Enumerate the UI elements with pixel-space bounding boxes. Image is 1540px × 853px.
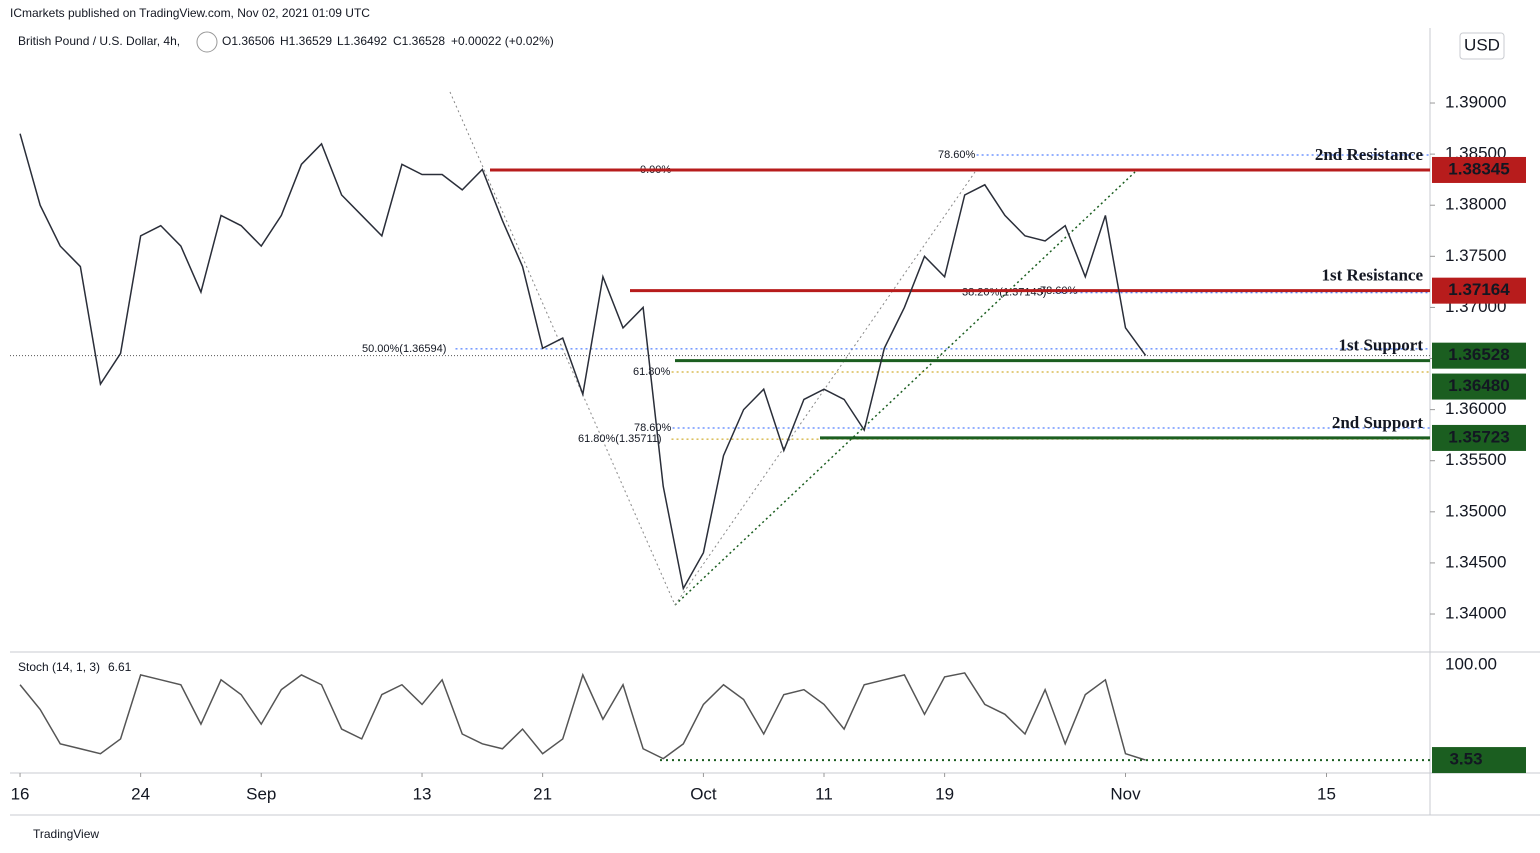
level-label: 2nd Resistance	[1315, 145, 1424, 164]
currency: USD	[1464, 35, 1500, 54]
price-tag	[1432, 342, 1526, 369]
price-tag-label: 1.36480	[1448, 376, 1509, 395]
price-line	[19, 133, 1147, 591]
fib-label: 61.80%	[633, 366, 671, 378]
y-tick-label: 1.35000	[1445, 501, 1506, 520]
icon[interactable]	[196, 31, 218, 53]
ohlc-change: +0.00022 (+0.02%)	[451, 34, 554, 48]
price-tag	[1432, 277, 1526, 304]
price-line	[19, 672, 1146, 761]
price-tag	[1432, 156, 1526, 183]
x-tick-label: 19	[935, 784, 954, 803]
ohlc-low: L1.36492	[337, 34, 387, 48]
footer-brand: TradingView	[33, 827, 99, 841]
level-label: 1st Resistance	[1321, 266, 1423, 285]
x-tick-label: 16	[11, 784, 30, 803]
price-tag-label: 1.36528	[1448, 345, 1509, 364]
price-tag	[1432, 424, 1526, 451]
x-tick-label: 24	[131, 784, 150, 803]
y-tick-label: 1.39000	[1445, 93, 1506, 112]
y-tick-label: 1.38000	[1445, 195, 1506, 214]
price-tag	[1432, 373, 1526, 400]
stoch-tag	[1432, 747, 1526, 774]
fib-label: 61.80%(1.35711)	[578, 433, 662, 445]
level-label: 1st Support	[1338, 335, 1423, 354]
ohlc-open: O1.36506	[222, 34, 275, 48]
y-tick-label: 1.37500	[1445, 246, 1506, 265]
y-tick-label: 100.00	[1445, 655, 1497, 674]
y-tick-label: 1.34500	[1445, 552, 1506, 571]
fib-label: 38.20%(1.37143)	[962, 287, 1046, 299]
ohlc-close: C1.36528	[393, 34, 445, 48]
x-tick-label: 11	[815, 784, 833, 803]
price-tag-label: 1.38345	[1448, 159, 1509, 178]
trend-line	[674, 171, 1136, 606]
x-tick-label: Nov	[1110, 784, 1141, 803]
y-tick-label: 1.35500	[1445, 450, 1506, 469]
x-tick-label: 15	[1317, 784, 1336, 803]
stoch-readout: 6.61	[108, 660, 132, 674]
stoch-tag-label: 3.53	[1449, 750, 1482, 769]
symbol: British Pound / U.S. Dollar, 4h,	[18, 34, 180, 48]
x-tick-label: 21	[533, 784, 552, 803]
ohlc-high: H1.36529	[280, 34, 332, 48]
fib-label: 50.00%(1.36594)	[362, 343, 446, 355]
y-tick-label: 1.34000	[1445, 604, 1506, 623]
fib-label: 78.60%	[634, 422, 672, 434]
publisher: ICmarkets published on TradingView.com, …	[10, 6, 370, 20]
x-tick-label: Sep	[246, 784, 276, 803]
x-tick-label: 13	[413, 784, 432, 803]
currency-button[interactable]	[1459, 32, 1505, 60]
x-tick-label: Oct	[690, 784, 717, 803]
stoch-title: Stoch (14, 1, 3)	[18, 660, 100, 674]
y-tick-label: 1.36000	[1445, 399, 1506, 418]
level-label: 2nd Support	[1332, 413, 1424, 432]
fib-label: 78.60%	[938, 149, 976, 161]
price-tag-label: 1.35723	[1448, 427, 1509, 446]
price-tag-label: 1.37164	[1448, 280, 1510, 299]
